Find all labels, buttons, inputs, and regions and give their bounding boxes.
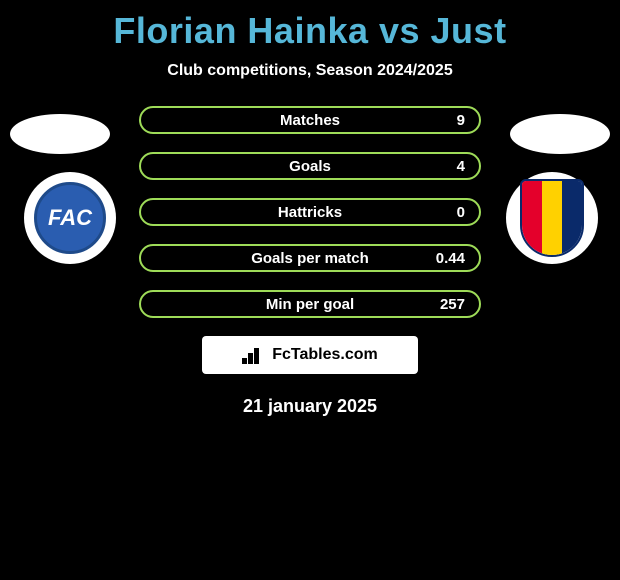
club-logo-left: FAC xyxy=(24,172,116,264)
stat-value-right: 257 xyxy=(440,296,465,313)
comparison-area: FAC Matches 9 Goals 4 Hattricks 0 Goals … xyxy=(0,106,620,417)
stat-row-goals: Goals 4 xyxy=(139,152,481,180)
stat-label: Goals xyxy=(289,158,331,175)
stat-label: Hattricks xyxy=(278,204,342,221)
stat-row-min-per-goal: Min per goal 257 xyxy=(139,290,481,318)
stat-label: Matches xyxy=(280,112,340,129)
fac-label: FAC xyxy=(48,205,92,231)
stat-row-goals-per-match: Goals per match 0.44 xyxy=(139,244,481,272)
club-logo-right xyxy=(506,172,598,264)
subtitle: Club competitions, Season 2024/2025 xyxy=(0,62,620,80)
stat-value-right: 9 xyxy=(457,112,465,129)
stat-row-hattricks: Hattricks 0 xyxy=(139,198,481,226)
brand-label: FcTables.com xyxy=(272,346,378,364)
stat-label: Min per goal xyxy=(266,296,354,313)
brand-badge: FcTables.com xyxy=(202,336,418,374)
stat-label: Goals per match xyxy=(251,250,369,267)
page-title: Florian Hainka vs Just xyxy=(0,0,620,52)
stat-value-right: 0 xyxy=(457,204,465,221)
stat-value-right: 4 xyxy=(457,158,465,175)
snapshot-date: 21 january 2025 xyxy=(0,396,620,417)
bar-chart-icon xyxy=(242,346,264,364)
player-avatar-right xyxy=(510,114,610,154)
fac-shield-icon: FAC xyxy=(34,182,106,254)
player-avatar-left xyxy=(10,114,110,154)
skn-crest-icon xyxy=(520,179,584,257)
stat-value-right: 0.44 xyxy=(436,250,465,267)
stats-list: Matches 9 Goals 4 Hattricks 0 Goals per … xyxy=(139,106,481,318)
stat-row-matches: Matches 9 xyxy=(139,106,481,134)
